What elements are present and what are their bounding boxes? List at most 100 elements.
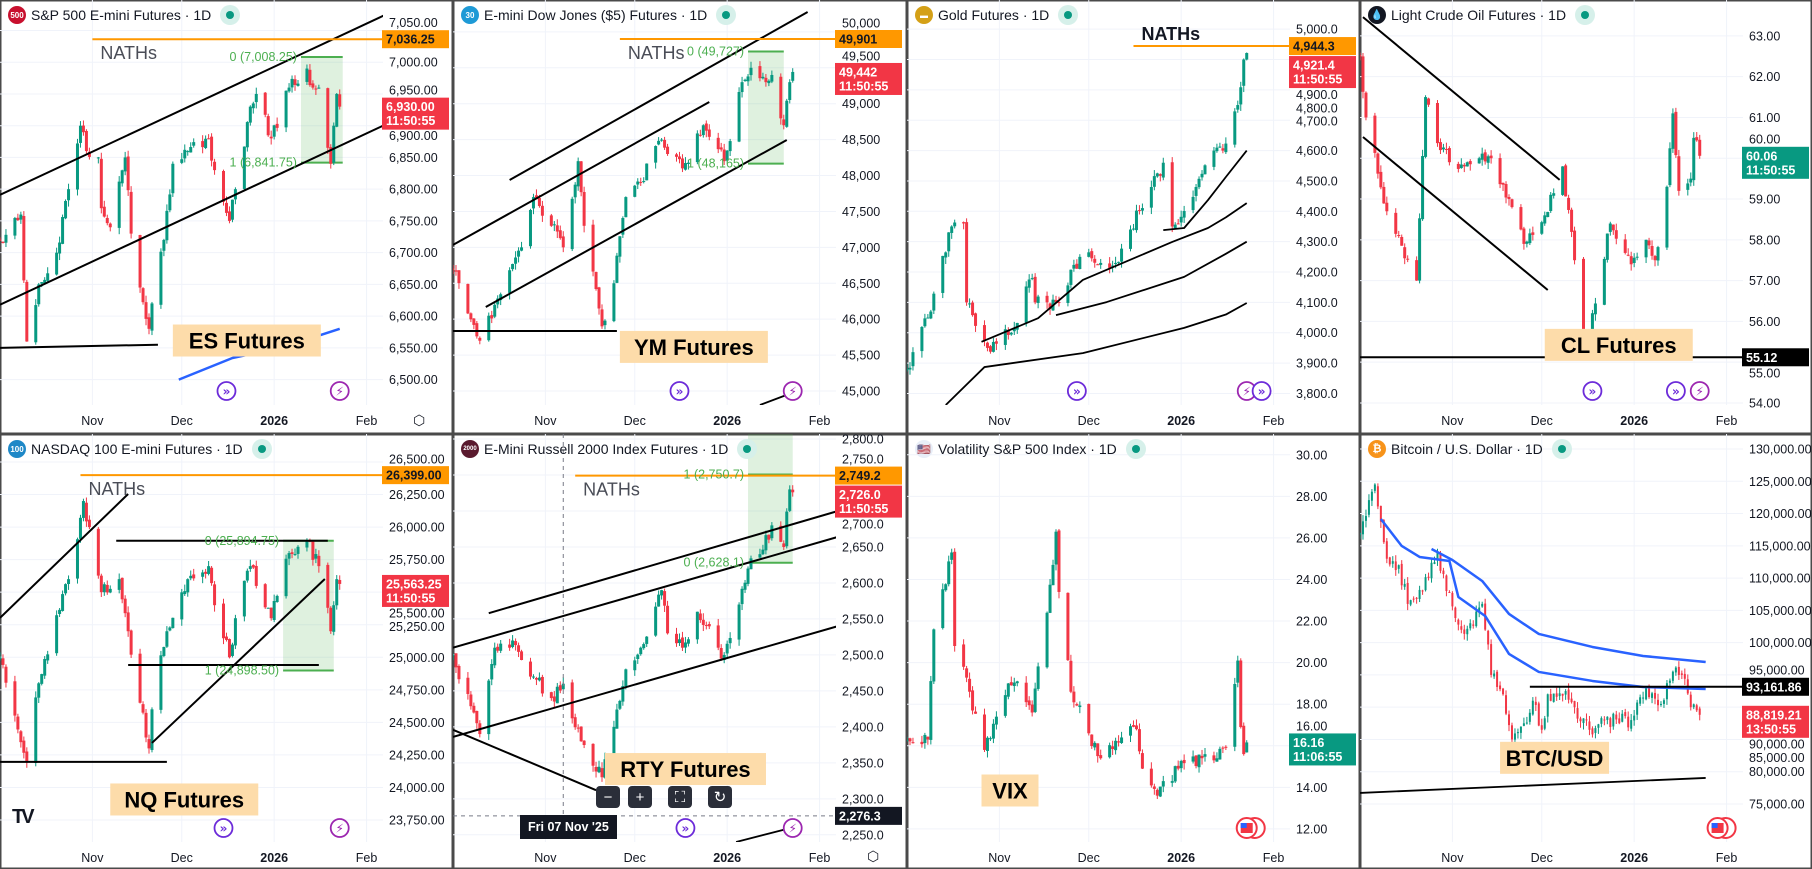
candle-body <box>517 250 521 257</box>
candle-body <box>725 150 729 161</box>
marker-glyph: » <box>220 822 228 836</box>
chart-panel-nq[interactable]: 100 NASDAQ 100 E-mini Futures · 1D NQ Fu… <box>0 434 453 869</box>
zoom-in-button[interactable]: + <box>628 786 652 808</box>
chart-panel-gold[interactable]: ▬ Gold Futures · 1D » ⚡» NATHs 5,000.0 4,900… <box>907 0 1360 434</box>
candle <box>683 157 687 171</box>
candle-body <box>579 161 583 193</box>
candle <box>314 548 318 564</box>
candle-body <box>1472 624 1475 626</box>
reset-chart-button[interactable]: ↻ <box>708 786 732 808</box>
zoom-out-button[interactable]: − <box>596 786 620 808</box>
chart-header[interactable]: ₿ Bitcoin / U.S. Dollar · 1D <box>1368 439 1572 459</box>
time-axis-label: Feb <box>1263 414 1285 428</box>
candle-body <box>1215 758 1219 762</box>
settings-icon[interactable]: ⬡ <box>413 412 426 428</box>
candle <box>618 699 622 711</box>
candlestick-chart[interactable]: NQ Futures» ⚡0 (25,894.75)1 (24,898.50)NA… <box>0 434 453 869</box>
chart-panel-cl[interactable]: 💧 Light Crude Oil Futures · 1D CL Future… <box>1360 0 1812 434</box>
candlestick-chart[interactable]: YM Futures» ⚡0 (49,727)1 (48,165)NATHs50,… <box>453 0 907 434</box>
candle-body <box>1093 742 1097 748</box>
price-tag: 7,036.25 <box>382 30 449 49</box>
candle <box>1033 682 1037 714</box>
candle-body <box>1433 562 1436 564</box>
price-tag-value: 2,276.3 <box>839 809 881 823</box>
candle-body <box>1072 691 1076 703</box>
chart-panel-btc[interactable]: ₿ Bitcoin / U.S. Dollar · 1D BTC/USD 130,… <box>1360 434 1812 869</box>
candle-body <box>1653 256 1657 261</box>
candle-body <box>677 156 681 160</box>
symbol-title[interactable]: NASDAQ 100 E-mini Futures · 1D <box>31 441 243 457</box>
candle-body <box>192 574 196 579</box>
chart-header[interactable]: 500 S&P 500 E-mini Futures · 1D <box>8 5 241 25</box>
candle <box>660 589 664 600</box>
chart-panel-ym[interactable]: 30 E-mini Dow Jones ($5) Futures · 1D YM… <box>453 0 907 434</box>
candle-body <box>1048 303 1052 309</box>
chart-panel-es[interactable]: 500 S&P 500 E-mini Futures · 1D ES Futur… <box>0 0 453 434</box>
candle <box>1680 670 1683 680</box>
candle-body <box>1626 254 1630 256</box>
candle-body <box>159 251 163 305</box>
candlestick-chart[interactable]: ES Futures» ⚡0 (7,008.25)1 (6,841.75)NATH… <box>0 0 453 434</box>
candle-body <box>555 686 559 704</box>
candlestick-chart[interactable]: CL Futures»» ⚡63.0062.0061.0060.0059.0058… <box>1360 0 1812 434</box>
candle <box>704 120 708 138</box>
symbol-title[interactable]: Bitcoin / U.S. Dollar · 1D <box>1391 441 1543 457</box>
candle <box>555 682 559 704</box>
candle-body <box>561 683 565 690</box>
chart-header[interactable]: 100 NASDAQ 100 E-mini Futures · 1D <box>8 439 272 459</box>
candle-body <box>230 199 234 220</box>
candle-body <box>737 604 741 640</box>
candle-body <box>508 644 512 648</box>
price-tag-bg <box>382 574 449 607</box>
settings-icon[interactable]: ⬡ <box>867 848 880 864</box>
chart-header[interactable]: 💧 Light Crude Oil Futures · 1D <box>1368 5 1596 25</box>
candle-body <box>171 617 175 629</box>
candlestick-chart[interactable]: RTY Futures» ⚡1 (2,750.7)0 (2,628.1)NATHs… <box>453 434 907 869</box>
symbol-title[interactable]: E-Mini Russell 2000 Index Futures · 1D <box>484 441 729 457</box>
candle <box>680 154 684 173</box>
fullscreen-button[interactable]: ⛶ <box>668 786 692 808</box>
chart-panel-rty[interactable]: 2000 E-Mini Russell 2000 Index Futures ·… <box>453 434 907 869</box>
candle <box>1015 680 1019 687</box>
candle-body <box>314 88 318 90</box>
candle-body <box>1674 111 1678 156</box>
candle <box>0 237 2 241</box>
candle <box>1090 248 1094 262</box>
time-axis-label: Dec <box>624 851 646 865</box>
candle-body <box>213 161 217 171</box>
candlestick-chart[interactable]: VIX30.0028.0026.0024.0022.0020.0018.0016… <box>907 434 1360 869</box>
trendline <box>1362 136 1549 291</box>
candlestick-chart[interactable]: » ⚡ »NATHs 5,000.04,900.04,800.04,700.04,60… <box>907 0 1360 434</box>
chart-header[interactable]: 2000 E-Mini Russell 2000 Index Futures ·… <box>461 439 758 459</box>
candle <box>1400 560 1403 590</box>
candle-body <box>105 584 109 593</box>
candle <box>25 747 29 768</box>
candle-body <box>1487 630 1490 645</box>
symbol-title[interactable]: S&P 500 E-mini Futures · 1D <box>31 7 212 23</box>
chart-header[interactable]: 30 E-mini Dow Jones ($5) Futures · 1D <box>461 5 737 25</box>
price-axis-label: 105,000.00 <box>1749 604 1812 618</box>
candle <box>67 183 71 207</box>
symbol-title[interactable]: Light Crude Oil Futures · 1D <box>1391 7 1567 23</box>
symbol-title[interactable]: E-mini Dow Jones ($5) Futures · 1D <box>484 7 708 23</box>
chart-panel-vix[interactable]: 🇺🇸 Volatility S&P 500 Index · 1D VIX 30.0… <box>907 434 1360 869</box>
tradingview-logo-icon[interactable]: TV <box>12 806 34 828</box>
symbol-title[interactable]: Gold Futures · 1D <box>938 7 1050 23</box>
candle-body <box>224 202 228 213</box>
candle-body <box>1233 111 1237 145</box>
candlestick-chart[interactable]: BTC/USD130,000.00125,000.00120,000.00115… <box>1360 434 1812 869</box>
annotation-box <box>604 753 766 786</box>
price-axis-label: 95,000.00 <box>1749 663 1805 677</box>
candle <box>645 163 649 181</box>
marker-ring <box>1066 381 1087 401</box>
candle-body <box>493 647 497 666</box>
chart-header[interactable]: 🇺🇸 Volatility S&P 500 Index · 1D <box>915 439 1146 459</box>
symbol-title[interactable]: Volatility S&P 500 Index · 1D <box>938 441 1117 457</box>
price-axis-label: 49,500 <box>842 49 880 63</box>
candle-body <box>1161 781 1165 787</box>
price-tag: 26,399.00 <box>382 466 449 485</box>
candle-body <box>144 302 148 319</box>
candle-body <box>1012 328 1016 332</box>
candle <box>469 691 473 710</box>
chart-header[interactable]: ▬ Gold Futures · 1D <box>915 5 1079 25</box>
